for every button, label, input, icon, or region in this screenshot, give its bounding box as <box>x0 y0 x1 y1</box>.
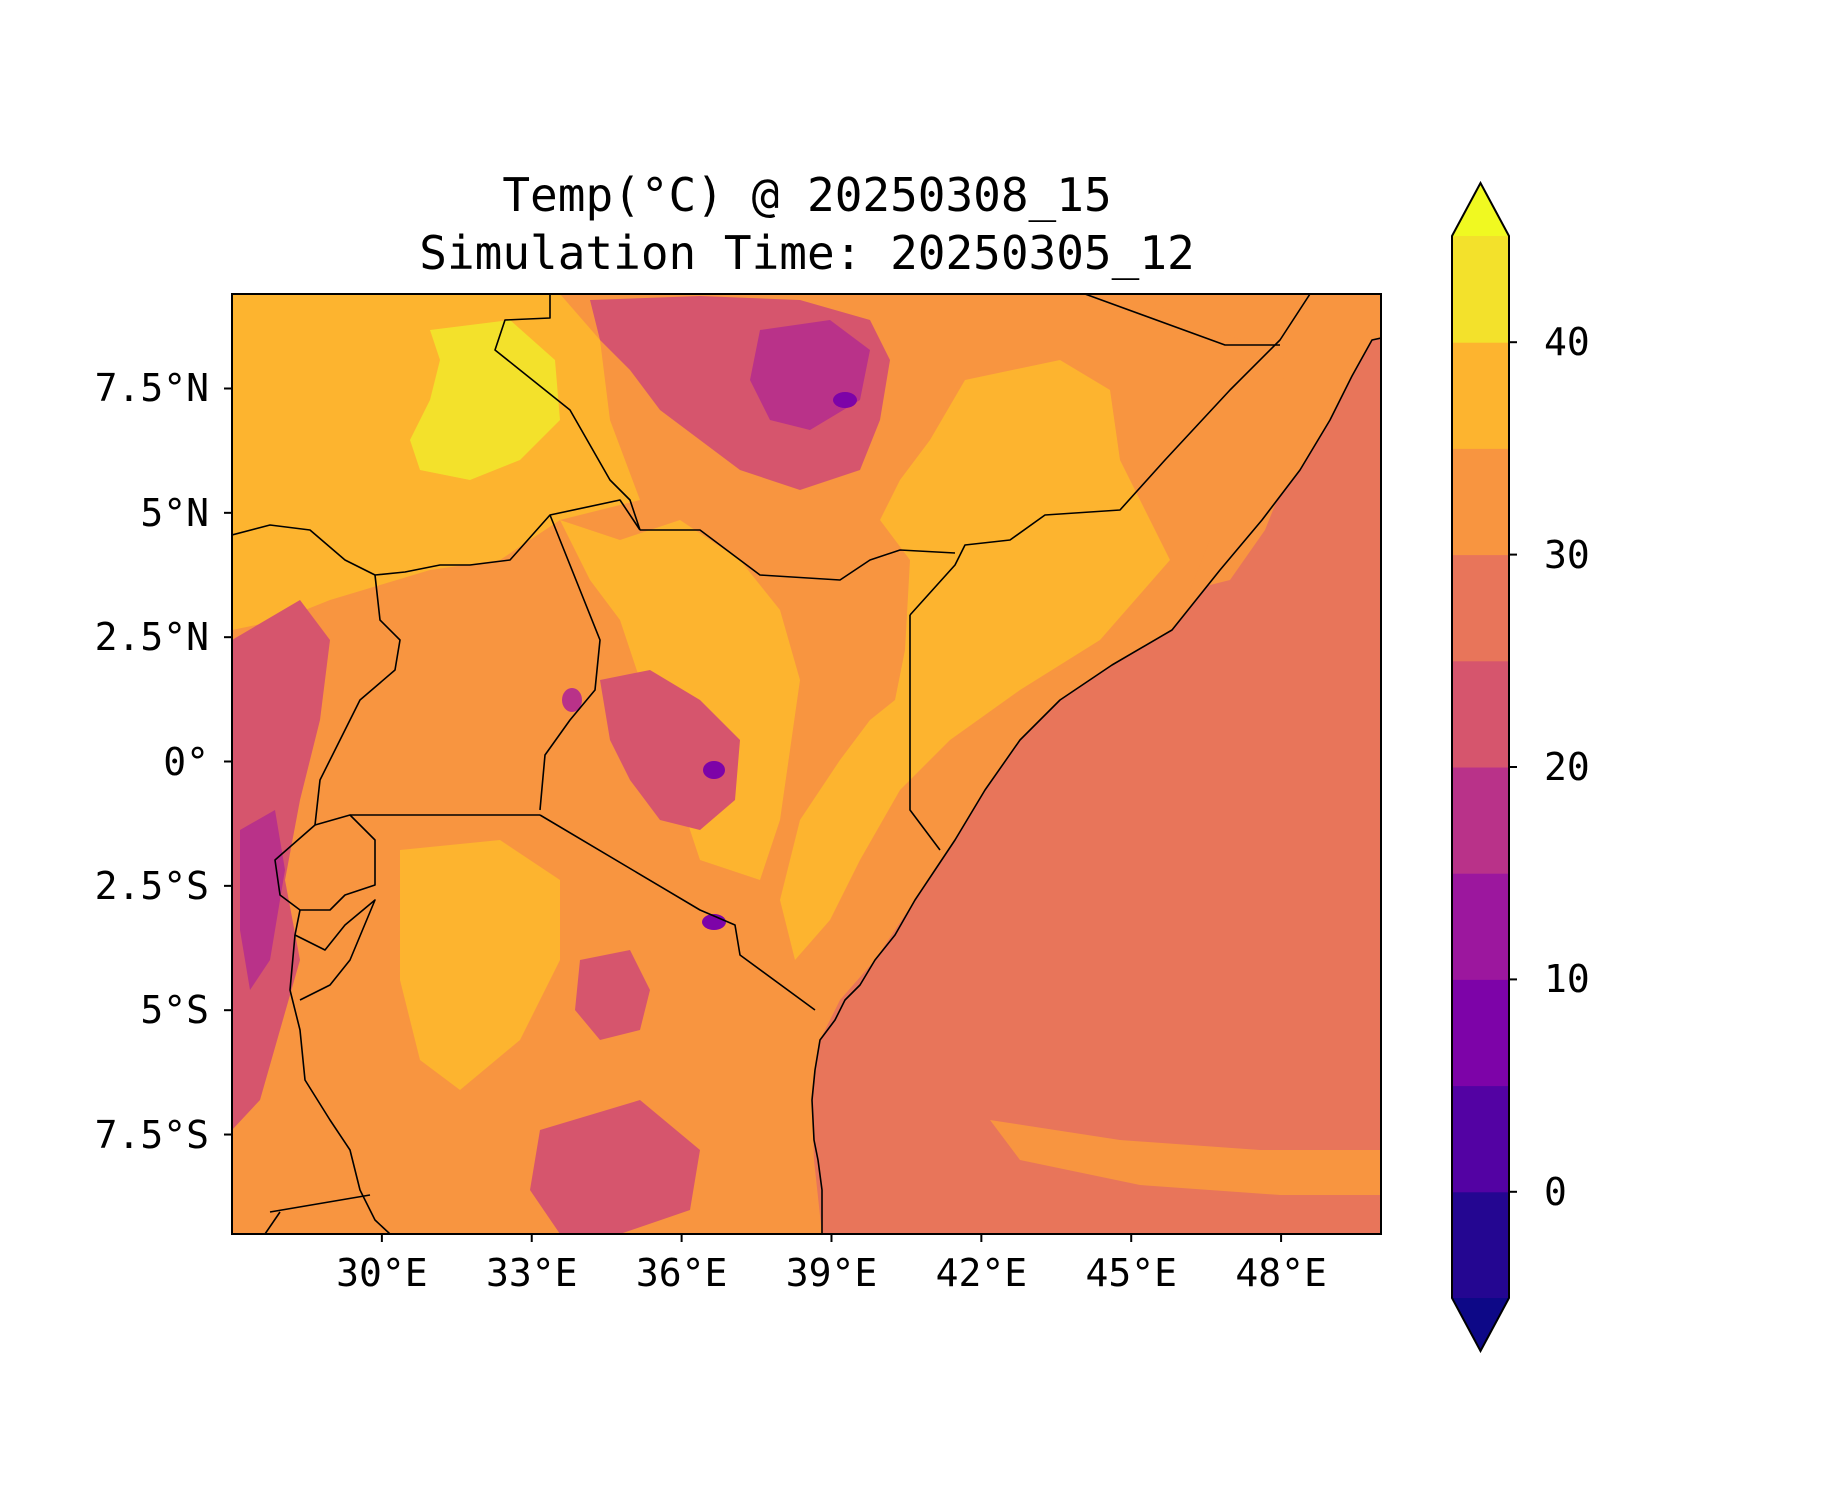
border-kenya-tanzania <box>539 814 816 1011</box>
colorbar-level <box>1452 1191 1509 1299</box>
colorbar-level <box>1452 554 1509 662</box>
x-tick-label: 30°E <box>336 1251 428 1295</box>
y-tick-label: 5°S <box>140 988 209 1033</box>
colorbar-level <box>1452 236 1509 343</box>
colorbar-tick-label: 0 <box>1544 1169 1567 1214</box>
y-tick-label: 7.5°S <box>94 1112 209 1157</box>
map-subtitle: Simulation Time: 20250305_12 <box>419 226 1195 280</box>
ocean-warm-band-south <box>990 1120 1381 1195</box>
x-tick-label: 45°E <box>1085 1251 1177 1295</box>
border-ethiopia-kenya <box>640 529 956 581</box>
colorbar-tick-label: 20 <box>1544 745 1590 789</box>
warm-zone-somalia <box>780 360 1170 960</box>
peak-simien <box>833 392 857 408</box>
border-kenya-somalia-vertical <box>909 615 941 851</box>
x-tick-label: 48°E <box>1235 1251 1327 1295</box>
ocean-warm-band-north <box>1130 294 1381 590</box>
country-borders <box>232 294 1381 1234</box>
y-tick-label: 5°N <box>140 490 209 535</box>
colorbar-tick-label: 30 <box>1544 532 1590 577</box>
border-uganda-kenya <box>539 514 601 811</box>
colorbar-tick-label: 10 <box>1544 957 1590 1002</box>
x-tick-label: 33°E <box>485 1251 578 1295</box>
map-title: Temp(°C) @ 20250308_15 <box>502 168 1112 222</box>
y-tick-label: 2.5°N <box>94 615 209 660</box>
border-zambia-tanzania <box>269 1194 371 1213</box>
colorbar-level <box>1452 873 1509 980</box>
colorbar-outline <box>1451 180 1510 1354</box>
border-kenya-somalia <box>909 294 1311 616</box>
border-uganda-drc <box>314 574 401 826</box>
colorbar-ticks <box>1509 341 1517 1193</box>
x-tick-label: 36°E <box>635 1251 728 1295</box>
map-frame <box>231 293 1382 1235</box>
x-tick-label: 42°E <box>935 1251 1028 1295</box>
colorbar-level <box>1452 342 1509 449</box>
border-rwanda-burundi <box>274 814 376 911</box>
colorbar-tick-label: 40 <box>1544 320 1590 365</box>
highlands-rift-cold <box>240 810 285 990</box>
colorbar-level <box>1452 448 1509 556</box>
colorbar-over-extension <box>1452 183 1509 236</box>
border-burundi-tanzania <box>294 899 376 1001</box>
warm-zone-tanzania <box>400 840 560 1090</box>
colorbar <box>1451 180 1510 1354</box>
colorbar-level <box>1452 1085 1509 1193</box>
y-tick-label: 0° <box>163 739 209 784</box>
coastline <box>811 337 1381 1234</box>
highlands-southern <box>530 1100 700 1234</box>
border-south-sudan-uganda <box>232 499 641 576</box>
y-tick-label: 2.5°S <box>94 863 209 908</box>
border-sudan-ethiopia <box>494 294 641 531</box>
border-lake-tanganyika <box>289 934 391 1234</box>
colorbar-under-extension <box>1452 1298 1509 1351</box>
x-tick-label: 39°E <box>785 1251 878 1295</box>
peak-mt-kenya <box>703 761 725 779</box>
warm-zone-sudan <box>410 320 560 480</box>
peak-elgon <box>562 688 582 712</box>
highlands-kenya <box>600 670 740 830</box>
colorbar-level <box>1452 767 1509 874</box>
colorbar-level <box>1452 660 1509 768</box>
axis-ticks <box>224 387 1283 1242</box>
border-ethiopia-somalia-north <box>1084 294 1280 346</box>
border-malawi <box>264 1211 281 1234</box>
temperature-field <box>232 294 1381 1234</box>
colorbar-level <box>1452 979 1509 1087</box>
highlands-tanzania <box>575 950 650 1040</box>
y-tick-label: 7.5°N <box>94 366 209 411</box>
